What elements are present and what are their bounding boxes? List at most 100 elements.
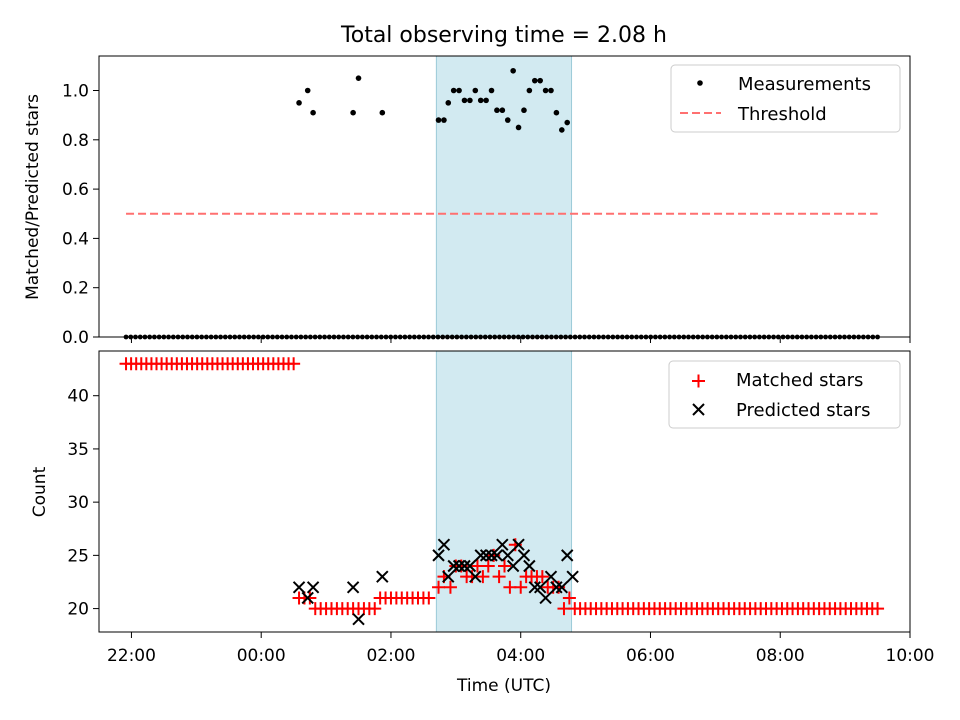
top-panel: 0.0 0.2 0.4 0.6 0.8 1.0 Matched/Predicted sta…: [23, 55, 911, 348]
predicted-star-marker: [346, 581, 360, 594]
matched-star-marker: [476, 570, 490, 584]
predicted-star-marker: [512, 538, 525, 551]
measurement-point: [542, 87, 549, 94]
predicted-star-marker: [306, 581, 320, 594]
predicted-star-marker: [479, 549, 493, 562]
matched-star-marker: [287, 357, 301, 371]
top-y-tick-label: 0.4: [62, 229, 89, 249]
measurement-point: [379, 109, 386, 116]
matched-star-marker: [432, 580, 446, 594]
top-y-tick-label: 0.8: [62, 131, 89, 151]
predicted-star-marker: [376, 570, 389, 583]
measurement-point: [450, 87, 457, 94]
measurement-point: [435, 117, 442, 123]
matched-star-marker: [492, 570, 506, 584]
measurement-point: [467, 97, 473, 104]
measurement-point: [553, 109, 560, 116]
predicted-star-marker: [301, 591, 314, 605]
bottom-y-tick-label: 35: [67, 440, 89, 460]
bottom-x-tick-label: 10:00: [886, 646, 935, 666]
predicted-star-marker: [292, 581, 306, 594]
measurement-point: [477, 97, 484, 104]
measurement-point: [531, 77, 538, 84]
top-y-tick-label: 1.0: [62, 82, 89, 102]
top-highlight-layer: [435, 55, 573, 338]
measurement-point: [559, 127, 565, 133]
bottom-x-tick-label: 08:00: [756, 646, 805, 666]
predicted-star-marker: [442, 570, 455, 583]
bottom-highlight-layer: [435, 350, 573, 633]
predicted-star-marker: [523, 559, 536, 573]
top-y-tick-label: 0.0: [62, 328, 89, 348]
top-y-axis-label: Matched/Predicted stars: [23, 94, 43, 300]
legend-predicted-marker: [692, 403, 705, 416]
observing-window-band: [435, 55, 573, 338]
measurement-point: [483, 97, 489, 104]
bottom-axes-frame: [98, 350, 911, 633]
bottom-y-axis-label: Count: [30, 466, 50, 517]
predicted-star-marker: [555, 581, 569, 594]
predicted-star-marker: [496, 538, 509, 551]
measurement-point: [494, 107, 500, 114]
predicted-star-marker: [539, 591, 552, 605]
bottom-x-tick-label: 22:00: [107, 646, 156, 666]
bottom-panel: 20 25 30 35 40 22:00 00:00 02:00 04:00 06:00 08:00…: [30, 350, 935, 696]
matched-star-marker: [443, 580, 457, 594]
predicted-star-marker: [533, 581, 547, 594]
predicted-star-marker: [517, 549, 531, 562]
predicted-star-marker: [447, 559, 460, 573]
bottom-y-tick-label: 20: [67, 600, 89, 620]
legend-measurements-label: Measurements: [738, 74, 871, 95]
matched-star-marker: [514, 580, 528, 594]
predicted-star-marker: [561, 549, 574, 562]
measurement-point: [456, 87, 462, 94]
matched-star-marker: [498, 559, 511, 573]
legend-threshold-label: Threshold: [737, 104, 827, 125]
top-legend: Measurements Threshold: [670, 64, 901, 133]
bottom-y-tick-label: 25: [67, 546, 89, 566]
measurement-point: [548, 87, 554, 94]
measurement-point: [510, 67, 516, 74]
top-y-tick-label: 0.2: [62, 279, 89, 299]
predicted-star-marker: [490, 549, 504, 562]
bottom-x-tick-label: 06:00: [626, 646, 675, 666]
bottom-y-tick-label: 30: [67, 493, 89, 513]
bottom-x-axis-label: Time (UTC): [456, 676, 551, 696]
bottom-x-tick-label: 02:00: [366, 646, 415, 666]
predicted-star-marker: [550, 581, 563, 594]
predicted-star-marker: [528, 581, 541, 594]
matched-star-marker: [368, 602, 382, 616]
predicted-star-marker: [566, 570, 579, 583]
predicted-star-marker: [452, 559, 466, 573]
matched-star-marker: [871, 602, 885, 616]
measurement-point: [461, 97, 468, 104]
bottom-x-tick-label: 00:00: [237, 646, 286, 666]
measurement-point: [296, 100, 302, 106]
predicted-star-marker: [352, 613, 365, 626]
predicted-star-marker: [474, 549, 487, 562]
predicted-star-marker: [544, 570, 558, 583]
predicted-star-marker: [458, 559, 471, 573]
measurement-point: [526, 87, 533, 94]
bottom-legend-box: [668, 360, 901, 429]
observing-window-band: [435, 350, 573, 633]
top-y-tick-label: 0.6: [62, 180, 89, 200]
measurement-point: [445, 100, 452, 106]
measurement-point: [355, 75, 362, 81]
matched-star-marker: [481, 559, 495, 573]
top-axis-layer: 0.0 0.2 0.4 0.6 0.8 1.0: [62, 82, 911, 348]
top-axes-frame: [98, 55, 911, 338]
predicted-star-marker: [506, 559, 520, 573]
measurement-point: [564, 119, 571, 126]
top-legend-box: [670, 64, 901, 133]
measurement-point: [499, 107, 506, 114]
measurement-point: [441, 117, 447, 123]
predicted-star-marker: [463, 559, 477, 573]
legend-matched-marker: [692, 374, 705, 388]
matched-star-marker: [562, 591, 576, 605]
matched-star-marker: [422, 591, 436, 605]
matched-star-marker: [303, 591, 317, 605]
predicted-star-marker: [501, 549, 514, 562]
matched-star-marker: [535, 570, 549, 584]
